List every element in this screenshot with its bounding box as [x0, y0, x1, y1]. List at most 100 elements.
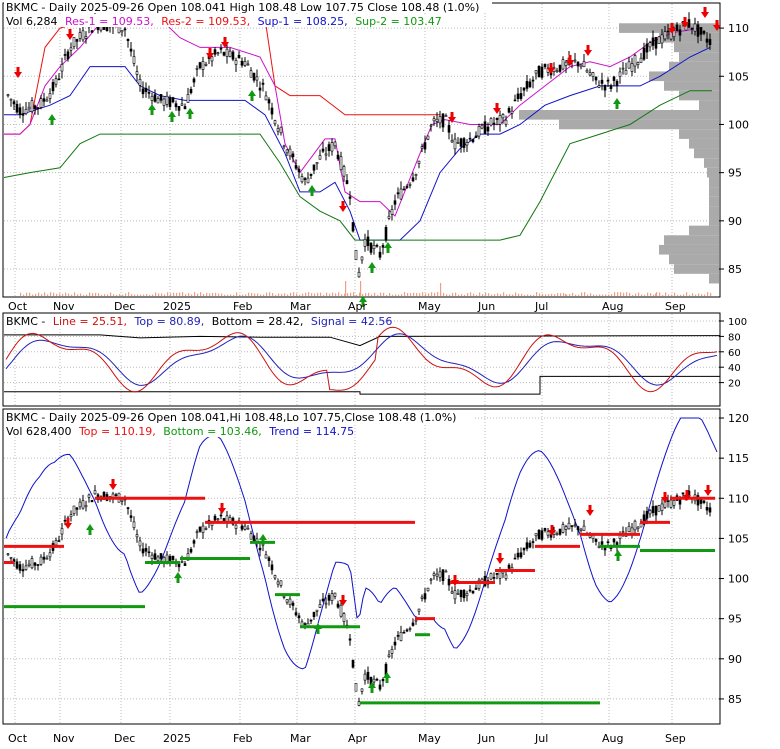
candle-body: [654, 505, 658, 516]
volume-bar: [149, 294, 151, 296]
candle-body: [333, 592, 337, 597]
candle-body: [315, 609, 319, 612]
candle-body: [351, 659, 355, 668]
volume-bar: [632, 294, 634, 296]
candle-body: [291, 602, 295, 606]
volume-bar: [335, 293, 337, 296]
candle-body: [225, 48, 229, 57]
volume-bar: [56, 293, 58, 296]
candle-body: [522, 87, 526, 91]
volume-bar: [641, 294, 643, 296]
oscillator-y-ticks: 100 80 60 40 20: [719, 317, 747, 390]
trend-trend-label: Trend = 114.75: [268, 425, 354, 438]
candle-body: [336, 603, 340, 608]
candle-body: [66, 51, 70, 60]
candle-body: [192, 540, 196, 544]
candle-body: [537, 65, 541, 78]
candle-body: [423, 593, 427, 600]
candle-body: [12, 101, 16, 105]
candle-body: [435, 573, 439, 577]
candle-body: [33, 105, 37, 109]
volume-bar: [392, 294, 394, 296]
candle-body: [390, 209, 394, 215]
candle-body: [516, 552, 520, 558]
y-tick-label: 105: [728, 532, 749, 545]
candle-body: [648, 42, 652, 48]
buy-arrow: [248, 90, 256, 101]
volume-bar: [245, 294, 247, 296]
candle-body: [576, 61, 580, 67]
candle-body: [696, 495, 700, 506]
candle-body: [264, 554, 268, 559]
volume-bar: [296, 293, 298, 296]
candle-body: [651, 506, 655, 514]
candle-body: [492, 577, 496, 579]
volume-bar: [110, 292, 112, 296]
y-tick-label: 100: [728, 118, 749, 131]
candle-body: [360, 688, 364, 692]
candle-body: [177, 106, 181, 111]
candle-body: [465, 593, 469, 596]
volume-bar: [134, 294, 136, 296]
volume-bar: [578, 294, 580, 296]
volume-bar: [260, 294, 262, 296]
volume-bar: [626, 292, 628, 296]
candle-body: [489, 573, 493, 580]
candle-body: [381, 679, 385, 682]
candle-body: [525, 81, 529, 89]
candle-body: [582, 61, 586, 68]
candle-body: [72, 37, 76, 47]
candle-body: [672, 500, 676, 506]
volume-bar: [503, 292, 505, 296]
x-tick-label: May: [418, 300, 441, 313]
volume-profile-bar: [709, 187, 719, 197]
candle-body: [477, 126, 481, 137]
buy-arrow: [314, 623, 322, 634]
volume-bar: [77, 294, 79, 296]
candle-body: [405, 185, 409, 188]
volume-bar: [623, 292, 625, 296]
volume-bar: [122, 294, 124, 296]
trend-panel-grid: [4, 410, 719, 723]
candle-body: [546, 531, 550, 536]
candle-body: [681, 492, 685, 495]
candle-body: [582, 525, 586, 531]
candle-body: [90, 500, 94, 503]
candle-body: [204, 63, 208, 66]
x-tick-label: Nov: [53, 732, 75, 745]
candle-body: [588, 72, 592, 76]
sell-arrow: [683, 490, 691, 501]
candle-body: [438, 116, 442, 124]
candle-body: [660, 34, 664, 44]
candle-body: [642, 514, 646, 525]
x-tick-label: Jul: [534, 300, 548, 313]
candle-body: [186, 553, 190, 561]
candle-body: [702, 500, 706, 503]
volume-bar: [449, 294, 451, 296]
candle-body: [120, 499, 124, 502]
volume-bar: [608, 294, 610, 296]
oscillator-lines: [4, 326, 721, 395]
volume-bar: [173, 292, 175, 296]
candle-body: [609, 85, 613, 89]
volume-bar: [360, 281, 362, 296]
candle-body: [78, 501, 82, 508]
candle-body: [342, 166, 346, 177]
candle-body: [171, 555, 175, 561]
volume-bar: [290, 292, 292, 296]
volume-bar: [551, 293, 553, 296]
candle-body: [468, 137, 472, 140]
candle-body: [6, 94, 10, 97]
candle-body: [678, 29, 682, 36]
volume-bar: [53, 292, 55, 296]
candle-body: [312, 164, 316, 171]
candle-body: [528, 81, 532, 88]
volume-bar: [461, 294, 463, 296]
candle-body: [84, 36, 88, 39]
candle-body: [318, 155, 322, 160]
candle-body: [507, 564, 511, 569]
candle-body: [180, 561, 184, 563]
volume-bar: [293, 292, 295, 296]
header3-bg: [4, 314, 369, 327]
volume-profile-bar: [659, 32, 719, 43]
